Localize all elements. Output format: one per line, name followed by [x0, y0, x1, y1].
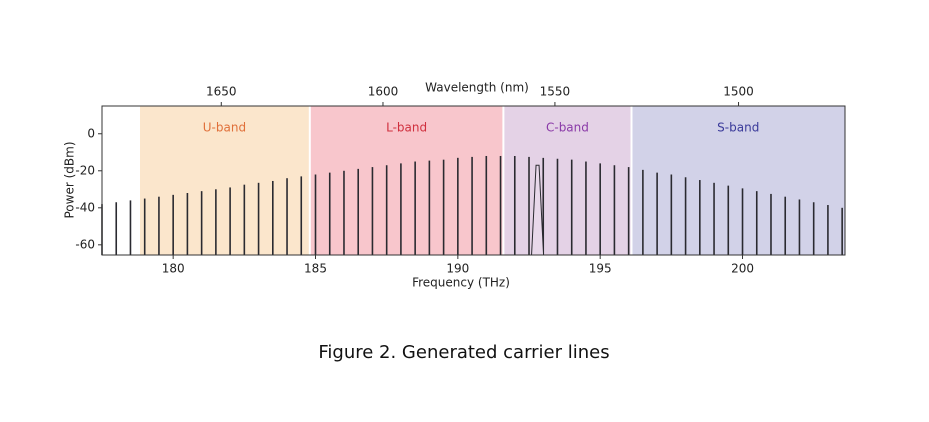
band-label: S-band: [717, 121, 759, 135]
x-axis-label: Frequency (THz): [412, 276, 510, 290]
y-tick-label: -60: [75, 237, 95, 251]
x2-tick-label: 1550: [540, 85, 571, 99]
band: [139, 106, 310, 255]
y-tick-label: -20: [75, 163, 95, 177]
x-tick-label: 185: [304, 262, 327, 276]
band-label: L-band: [386, 121, 427, 135]
x2-axis-label: Wavelength (nm): [425, 81, 529, 95]
band-label: C-band: [546, 121, 589, 135]
x-tick-label: 195: [589, 262, 612, 276]
x2-tick-label: 1600: [368, 85, 399, 99]
y-axis-label: Power (dBm): [63, 142, 77, 219]
y-tick-label: -40: [75, 200, 95, 214]
x-tick-label: 190: [446, 262, 469, 276]
plot-frame: [101, 105, 846, 256]
x-tick-label: 180: [162, 262, 185, 276]
x2-tick-label: 1500: [723, 85, 754, 99]
band-label: U-band: [203, 121, 246, 135]
band: [503, 106, 632, 255]
band: [631, 106, 845, 255]
x2-tick-label: 1650: [206, 85, 237, 99]
band: [309, 106, 504, 255]
plot: [101, 106, 845, 256]
y-tick-label: 0: [87, 126, 95, 140]
caption: Figure 2. Generated carrier lines: [318, 342, 609, 363]
x-tick-label: 200: [731, 262, 754, 276]
